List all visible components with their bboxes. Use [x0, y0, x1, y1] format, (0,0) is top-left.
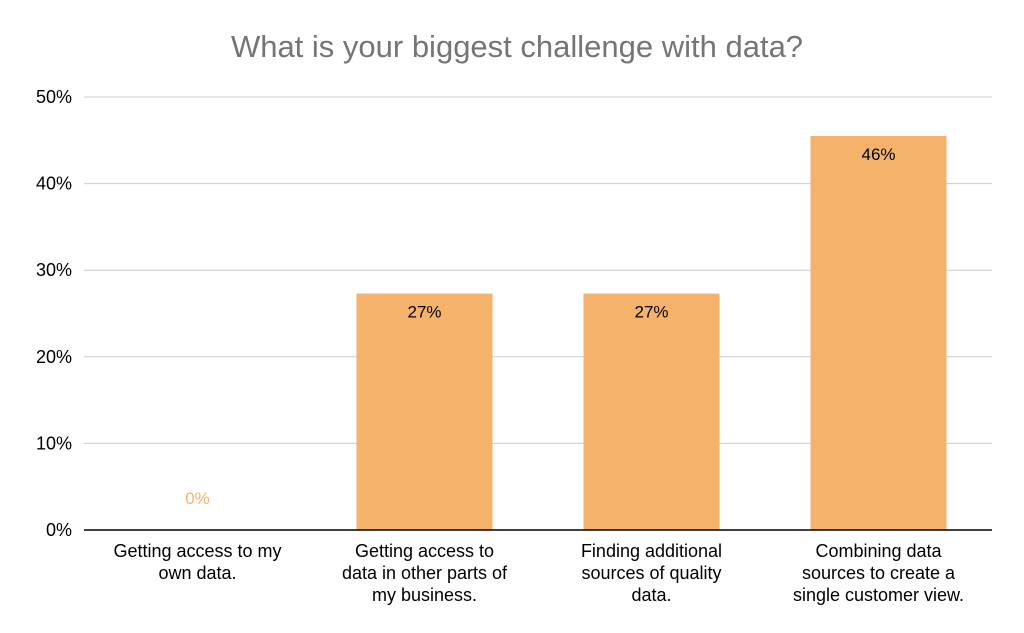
x-tick-label-line: sources of quality: [581, 563, 721, 583]
data-labels: 0% 27% 27% 46%: [185, 145, 895, 508]
x-tick-label: Combining data sources to create a single …: [793, 541, 964, 605]
y-tick-label: 0%: [46, 520, 72, 540]
chart-title: What is your biggest challenge with data…: [231, 29, 803, 64]
y-tick-label: 40%: [36, 174, 72, 194]
x-axis-ticks: Getting access to my own data.Getting acc…: [113, 541, 964, 605]
y-tick-label: 50%: [36, 87, 72, 107]
x-tick-label-line: Getting access to: [355, 541, 494, 561]
y-tick-label: 30%: [36, 260, 72, 280]
x-tick-label: Finding additional sources of quality data…: [581, 541, 722, 605]
x-tick-label-line: my business.: [372, 585, 477, 605]
y-tick-label: 20%: [36, 347, 72, 367]
data-label: 27%: [407, 303, 441, 322]
x-tick-label: Getting access to data in other parts of m…: [342, 541, 508, 605]
x-tick-label-line: Finding additional: [581, 541, 722, 561]
x-tick-label-line: sources to create a: [802, 563, 956, 583]
x-tick-label-line: Combining data: [815, 541, 942, 561]
x-tick-label: Getting access to my own data.: [113, 541, 281, 583]
data-label: 0%: [185, 489, 210, 508]
bars: [356, 135, 947, 530]
bar: [583, 293, 720, 530]
data-label: 46%: [861, 145, 895, 164]
x-tick-label-line: Getting access to my: [113, 541, 281, 561]
y-tick-label: 10%: [36, 433, 72, 453]
data-label: 27%: [634, 303, 668, 322]
x-tick-label-line: data in other parts of: [342, 563, 508, 583]
bar: [356, 293, 493, 530]
x-tick-label-line: single customer view.: [793, 585, 964, 605]
y-axis-ticks: 0% 10% 20% 30% 40% 50%: [36, 87, 72, 540]
x-tick-label-line: data.: [631, 585, 671, 605]
x-tick-label-line: own data.: [158, 563, 236, 583]
bar: [810, 135, 947, 530]
